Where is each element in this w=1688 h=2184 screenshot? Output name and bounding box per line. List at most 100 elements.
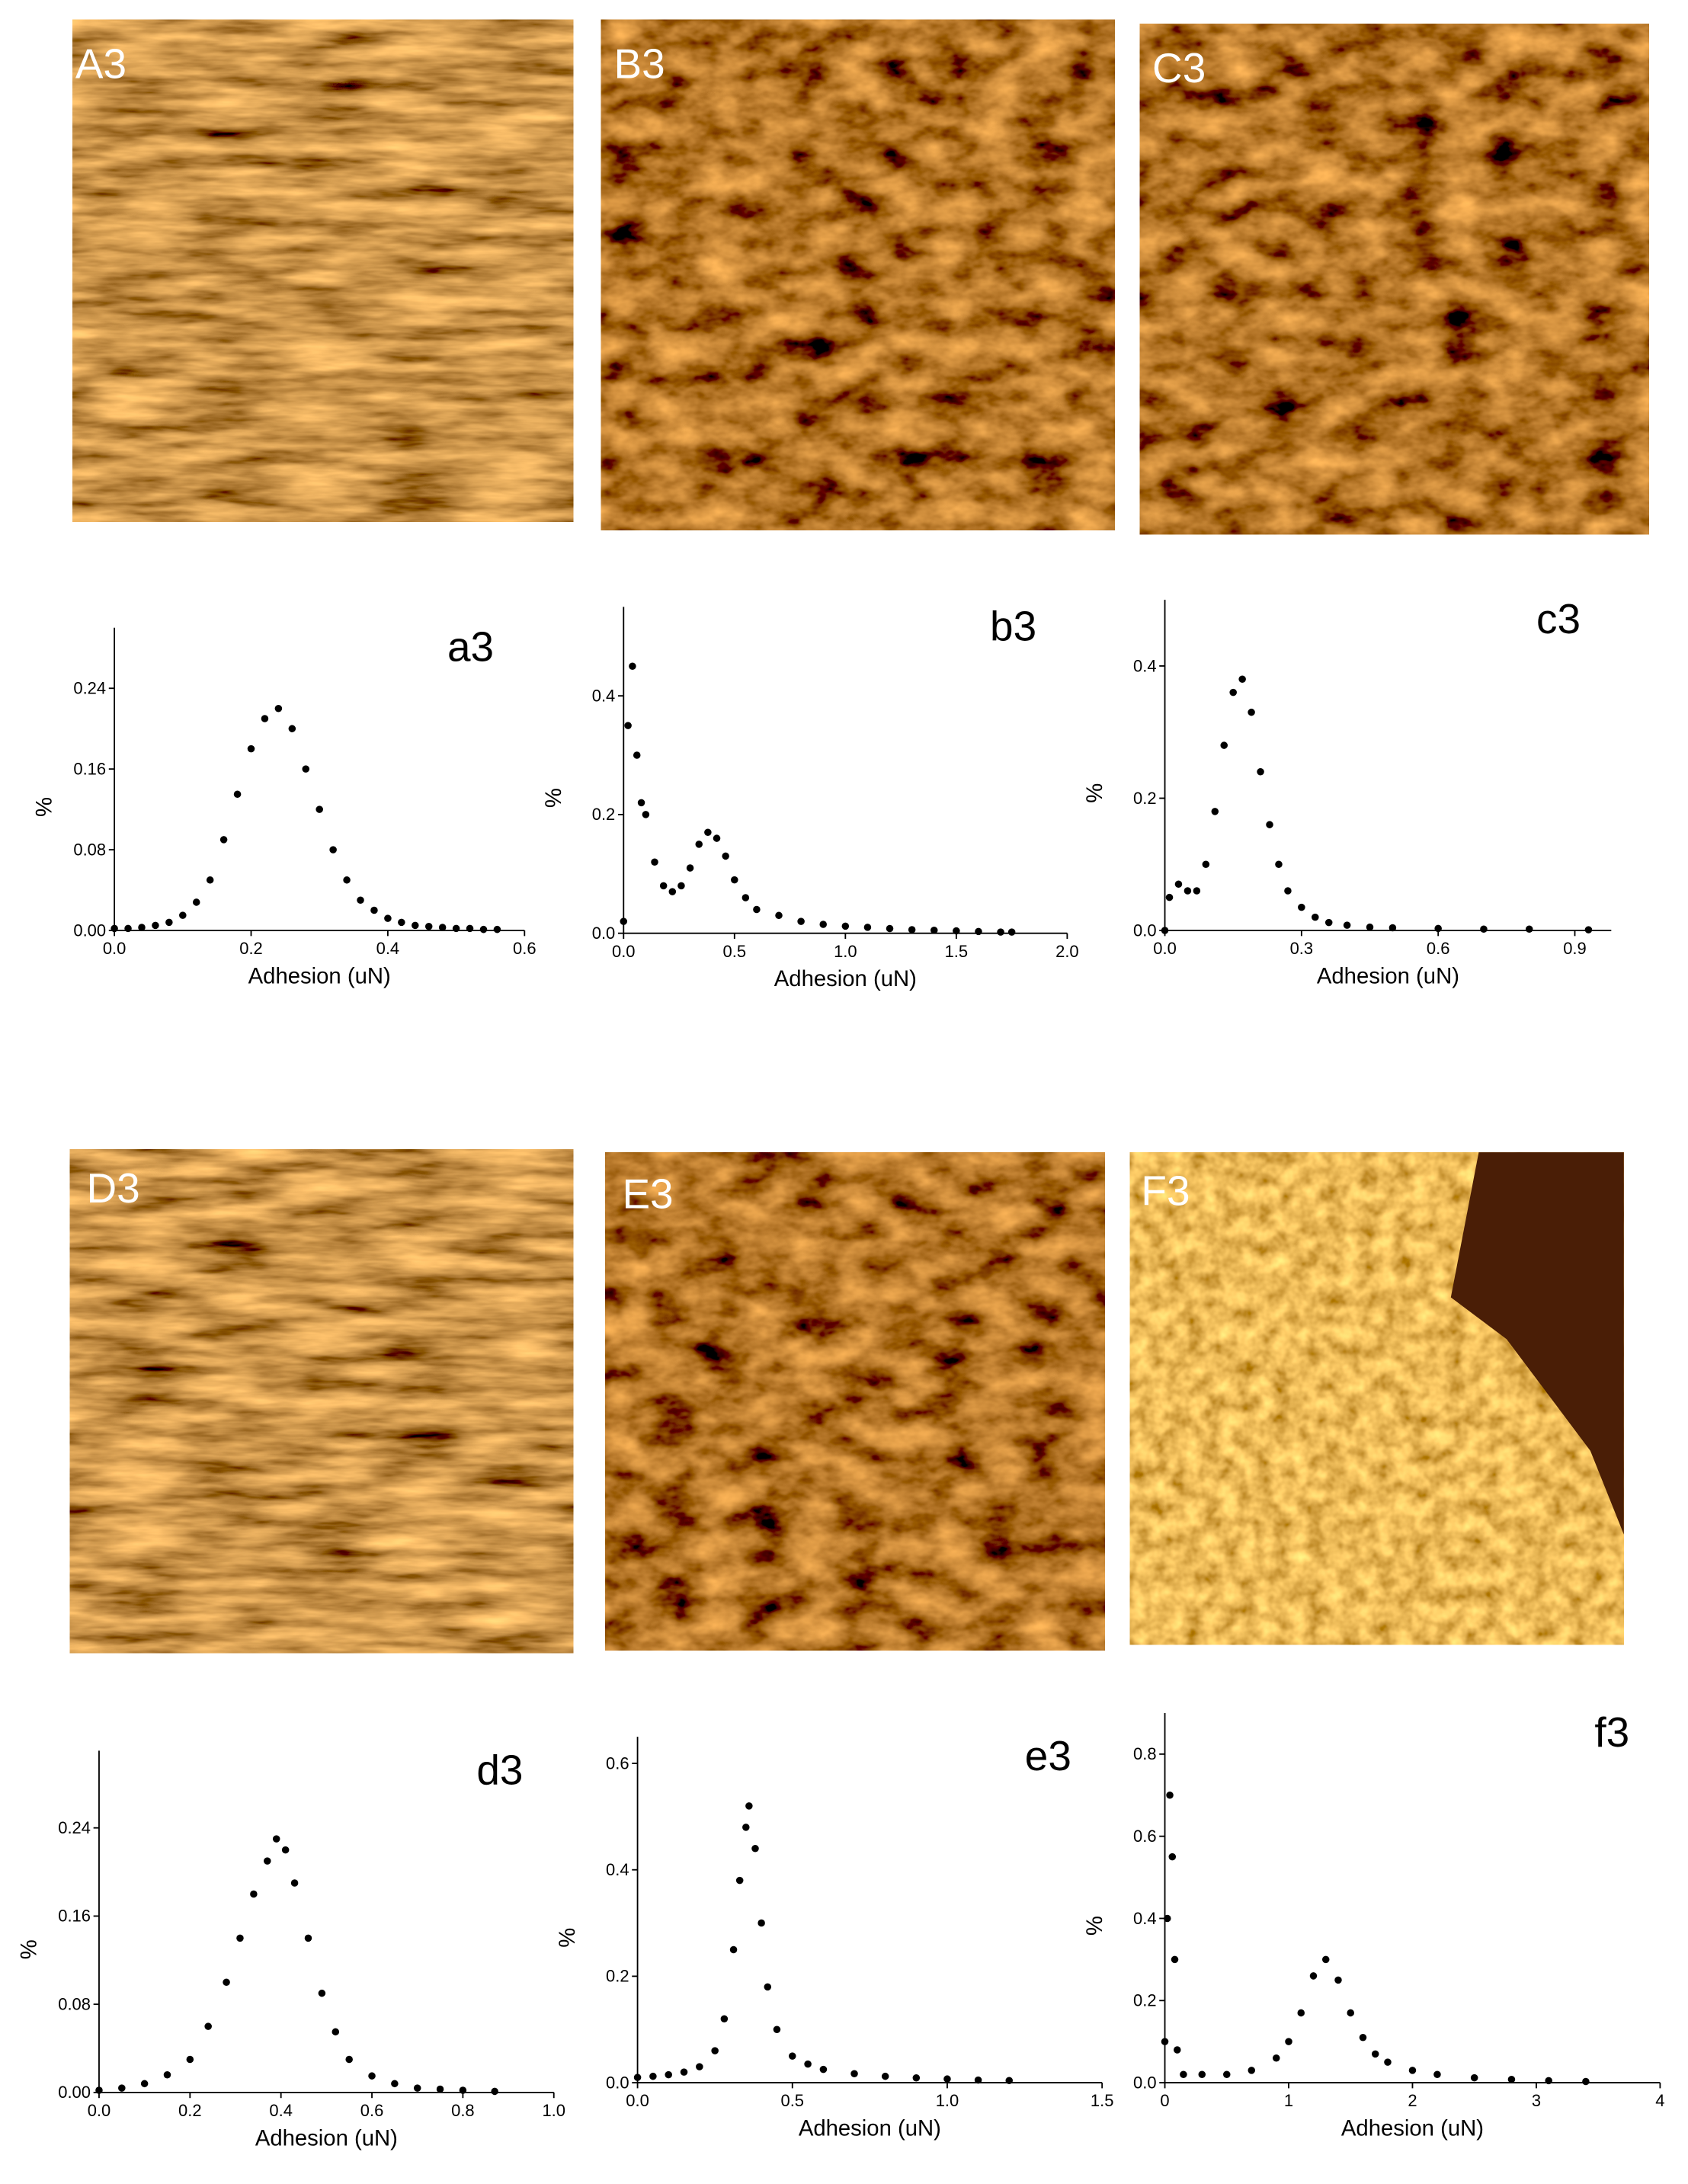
x-tick-label: 0.0	[612, 942, 636, 961]
data-point	[1257, 768, 1264, 776]
data-point	[841, 922, 850, 930]
y-tick-label: 0.00	[73, 921, 106, 940]
y-tick-label: 0.2	[592, 805, 616, 824]
data-point	[138, 924, 146, 931]
x-tick-label: 0.4	[269, 2101, 293, 2120]
x-tick-label: 0.9	[1563, 939, 1587, 958]
y-tick-label: 0.0	[606, 2073, 629, 2092]
data-point	[152, 921, 159, 930]
data-point	[264, 1857, 271, 1865]
data-point	[1433, 2070, 1441, 2079]
x-tick-label: 0.0	[1153, 939, 1177, 958]
y-tick-label: 0.4	[592, 686, 616, 705]
y-tick-label: 0.08	[73, 840, 106, 859]
data-point	[1434, 924, 1442, 933]
x-tick-label: 0.6	[360, 2101, 384, 2120]
x-tick-label: 0.3	[1290, 939, 1314, 958]
y-tick-label: 0.6	[1133, 1827, 1157, 1846]
chart-title: c3	[1536, 595, 1581, 642]
y-axis-label: %	[17, 1939, 42, 1959]
x-tick-label: 1.5	[945, 942, 969, 961]
data-point	[466, 924, 474, 933]
data-point	[261, 715, 269, 722]
data-point	[1309, 1972, 1318, 1980]
y-axis-label: %	[1082, 1916, 1107, 1936]
x-tick-label: 0.2	[239, 939, 263, 958]
data-point	[1284, 887, 1292, 895]
data-point	[1366, 923, 1374, 931]
data-point	[118, 2084, 126, 2092]
y-tick-label: 0.8	[1133, 1744, 1157, 1763]
chart-title: e3	[1025, 1732, 1071, 1779]
x-axis-label: Adhesion (uN)	[1317, 964, 1459, 989]
data-point	[668, 888, 677, 895]
data-point	[491, 2087, 498, 2096]
data-point	[1007, 928, 1016, 936]
data-point	[1275, 860, 1283, 869]
data-point	[1480, 925, 1488, 933]
x-axis-label: Adhesion (uN)	[774, 966, 917, 991]
data-point	[742, 894, 750, 901]
y-tick-label: 0.6	[606, 1753, 629, 1772]
y-tick-label: 0.2	[1133, 789, 1157, 808]
x-tick-label: 0.6	[1427, 939, 1450, 958]
chart: 0.0 0.5 1.0 1.5 2.0 0.0 0.2 0.4 Adhesion (uN)% b3	[541, 602, 1079, 991]
data-point	[1272, 2054, 1280, 2062]
data-point	[318, 1989, 326, 1997]
chart: 0.0 0.5 1.0 1.5 0.0 0.2 0.4 0.6 Adhesion (uN)% e3	[555, 1732, 1113, 2141]
data-point	[1408, 2067, 1417, 2074]
x-tick-label: 0.0	[626, 2091, 649, 2110]
afm-image	[605, 1152, 1105, 1651]
x-tick-label: 0.6	[513, 939, 537, 958]
data-point	[629, 662, 636, 670]
data-point	[398, 918, 405, 927]
data-point	[1161, 2038, 1169, 2045]
image-label: E3	[622, 1170, 673, 1217]
data-point	[751, 1845, 759, 1853]
afm-image	[601, 19, 1115, 530]
image-label: C3	[1152, 44, 1206, 91]
data-point	[649, 2072, 657, 2080]
y-axis-label: %	[1082, 783, 1107, 803]
x-tick-label: 4	[1655, 2091, 1664, 2110]
data-point	[1507, 2076, 1516, 2083]
x-tick-label: 2	[1408, 2091, 1417, 2110]
data-point	[1371, 2050, 1379, 2058]
y-axis-label: %	[541, 788, 566, 808]
data-point	[413, 2084, 421, 2092]
data-point	[1005, 2077, 1014, 2085]
data-point	[720, 2015, 729, 2023]
data-point	[1389, 924, 1397, 932]
data-point	[1166, 1792, 1174, 1799]
x-tick-label: 0.5	[781, 2091, 805, 2110]
data-point	[819, 2065, 828, 2074]
x-tick-label: 0.5	[723, 942, 747, 961]
y-tick-label: 0.00	[58, 2083, 91, 2102]
data-point	[124, 924, 132, 933]
data-point	[1161, 927, 1169, 934]
data-point	[493, 925, 501, 933]
data-point	[1180, 2070, 1187, 2079]
data-point	[677, 882, 685, 890]
data-point	[274, 704, 283, 713]
y-tick-label: 0.24	[73, 679, 106, 698]
y-tick-label: 0.24	[58, 1818, 91, 1837]
y-tick-label: 0.4	[1133, 1909, 1157, 1928]
data-point	[281, 1846, 290, 1854]
data-point	[1347, 2009, 1354, 2017]
y-tick-label: 0.0	[1133, 921, 1157, 940]
data-point	[908, 926, 916, 933]
data-point	[179, 911, 187, 919]
data-point	[881, 2072, 889, 2080]
y-axis-label: %	[555, 1928, 580, 1948]
data-point	[332, 2028, 340, 2036]
chart-title: b3	[990, 602, 1036, 649]
data-point	[686, 864, 694, 872]
data-point	[1582, 2077, 1590, 2086]
data-point	[452, 924, 460, 933]
data-point	[930, 927, 938, 934]
y-tick-label: 0.16	[58, 1907, 91, 1926]
y-tick-label: 0.16	[73, 759, 106, 778]
data-point	[1297, 2009, 1305, 2017]
